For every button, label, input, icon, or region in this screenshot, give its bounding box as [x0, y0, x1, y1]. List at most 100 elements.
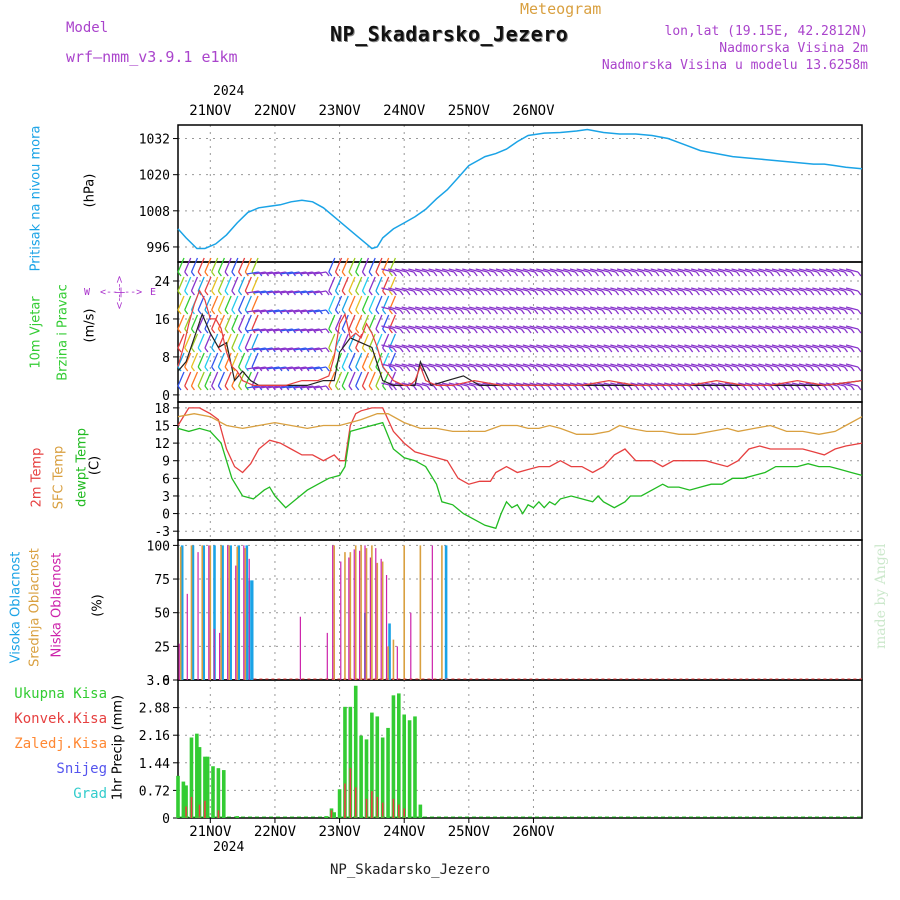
wind-barb-flag [177, 347, 182, 353]
wind-barb [448, 344, 461, 349]
wind-barb [341, 295, 349, 311]
wind-barb-flag [581, 309, 586, 315]
wind-barb [825, 363, 838, 368]
wind-barb [697, 287, 711, 292]
wind-barb [791, 287, 805, 292]
wind-barb-flag [749, 366, 754, 372]
wind-barb-flag [642, 271, 647, 277]
wind-barb-flag [702, 328, 707, 334]
wind-barb [818, 363, 832, 368]
wind-barb [643, 306, 657, 311]
wind-barb-flag [830, 309, 835, 315]
wind-barb [260, 309, 273, 313]
wind-barb-flag [790, 328, 795, 334]
wind-barb-flag [642, 290, 647, 296]
wind-barb [273, 328, 286, 332]
wind-barb [502, 268, 515, 273]
cloud-ytick-label: 25 [154, 640, 170, 655]
wind-barb [771, 268, 785, 273]
wind-barb [307, 290, 320, 294]
precip-ytick-label: 0.72 [139, 784, 170, 799]
wind-barb-flag [742, 385, 748, 391]
wind-barb [825, 268, 838, 273]
wind-barb [812, 287, 825, 292]
wind-barb-flag [361, 366, 366, 372]
wind-barb [576, 344, 589, 349]
precip-bar-total [205, 756, 210, 818]
wind-barb-flag [810, 385, 815, 391]
wind-barb-flag [224, 366, 229, 372]
wind-barb-flag [554, 309, 559, 315]
wind-barb [448, 325, 461, 330]
wind-barb [253, 328, 266, 332]
wind-barb [177, 333, 185, 349]
wind-barb-flag [375, 366, 380, 372]
wind-barb [724, 344, 737, 349]
wind-barb-flag [803, 328, 808, 334]
wind-barb-flag [480, 366, 485, 372]
precip-bar-total [181, 781, 186, 818]
wind-barb-flag [615, 347, 620, 353]
wind-barb-flag [608, 347, 613, 353]
wind-barb [428, 344, 441, 349]
wind-barb [744, 363, 758, 368]
wind-barb [388, 268, 401, 273]
wind-barb-flag [608, 290, 613, 296]
wind-barb [839, 268, 852, 273]
wind-barb [251, 295, 259, 311]
wind-barb-flag [742, 290, 748, 296]
wind-barb-flag [440, 290, 445, 296]
wind-barb [475, 268, 488, 273]
wind-barb-flag [763, 366, 768, 372]
wind-barb-flag [527, 385, 532, 391]
wind-barb-flag [675, 271, 680, 277]
temperature-ytick-label: 9 [162, 455, 170, 470]
wind-barb-flag [238, 271, 243, 277]
wind-barb [684, 325, 697, 330]
wind-barb [414, 344, 428, 349]
wind-barb [778, 268, 791, 273]
wind-barb-flag [382, 385, 387, 391]
wind-barb-flag [790, 309, 795, 315]
wind-barb-flag [776, 328, 781, 334]
wind-barb [731, 344, 744, 349]
wind-barb-flag [541, 328, 546, 334]
wind-barb-flag [547, 328, 552, 334]
model-label: Model [66, 20, 109, 36]
precip-bar-total [370, 712, 374, 818]
wind-barb-flag [675, 385, 680, 391]
wind-barb [630, 268, 643, 273]
wind-barb [751, 344, 764, 349]
wind-barb-flag [648, 328, 653, 334]
wind-barb-flag [406, 309, 411, 315]
year-bottom: 2024 [213, 840, 245, 855]
wind-barb-flag [413, 385, 418, 391]
wind-barb-flag [460, 309, 465, 315]
wind-barb [197, 333, 205, 349]
wind-barb-flag [433, 347, 438, 353]
wind-barb-flag [426, 309, 431, 315]
wind-barb [758, 287, 771, 292]
wind-barb [468, 268, 482, 273]
wind-barb [596, 363, 610, 368]
wind-barb [522, 344, 535, 349]
wind-barb-flag [817, 309, 822, 315]
wind-barb [455, 325, 468, 330]
wind-barb [583, 268, 596, 273]
wind-barb-flag [547, 366, 552, 372]
wind-barb [751, 363, 764, 368]
pressure-ytick-label: 1008 [139, 205, 170, 220]
wind-barb-flag [231, 328, 236, 334]
wind-barb-flag [655, 347, 660, 353]
wind-barb [738, 363, 751, 368]
wind-barb [421, 325, 434, 330]
wind-barb [542, 325, 556, 330]
wind-barb [751, 268, 764, 273]
wind-barb-flag [328, 290, 333, 296]
temperature-frame [177, 401, 863, 541]
wind-barb-flag [817, 328, 822, 334]
wind-barb [576, 268, 589, 273]
wind-barb [711, 287, 724, 292]
wind-barb [455, 287, 468, 292]
wind-barb [273, 366, 286, 370]
